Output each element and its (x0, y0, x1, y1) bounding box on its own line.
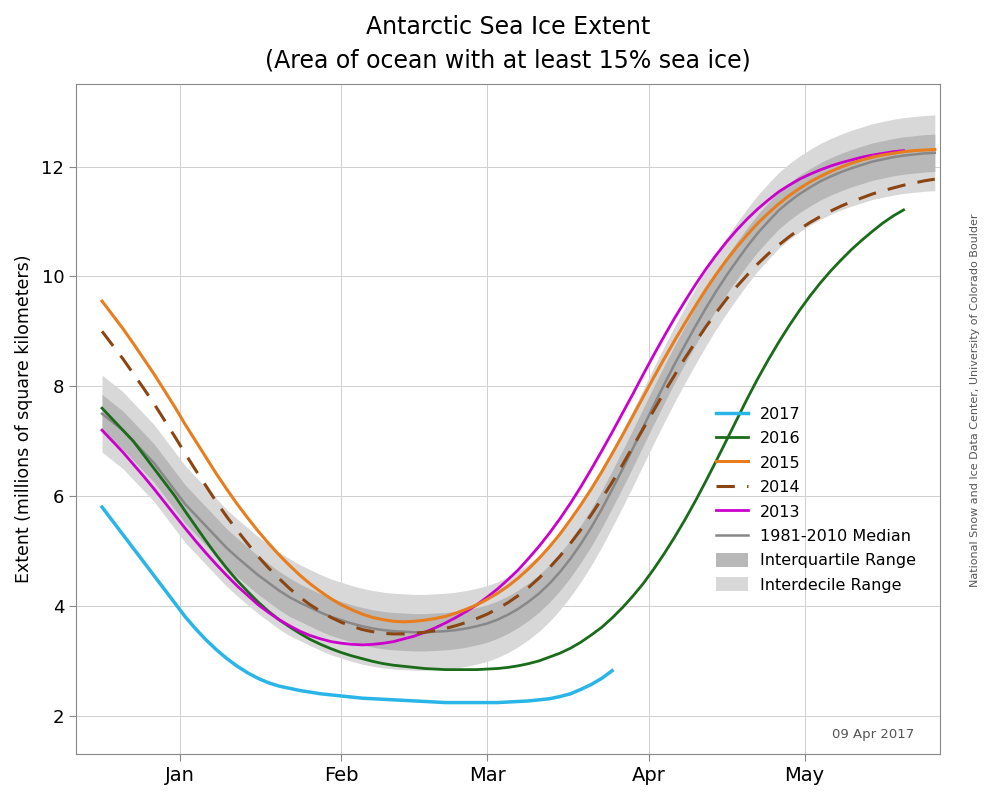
Legend: 2017, 2016, 2015, 2014, 2013, 1981-2010 Median, Interquartile Range, Interdecile: 2017, 2016, 2015, 2014, 2013, 1981-2010 … (709, 400, 923, 599)
Text: National Snow and Ice Data Center, University of Colorado Boulder: National Snow and Ice Data Center, Unive… (970, 214, 980, 586)
Text: 09 Apr 2017: 09 Apr 2017 (832, 728, 914, 741)
Title: Antarctic Sea Ice Extent
(Area of ocean with at least 15% sea ice): Antarctic Sea Ice Extent (Area of ocean … (265, 15, 751, 73)
Y-axis label: Extent (millions of square kilometers): Extent (millions of square kilometers) (15, 255, 33, 583)
